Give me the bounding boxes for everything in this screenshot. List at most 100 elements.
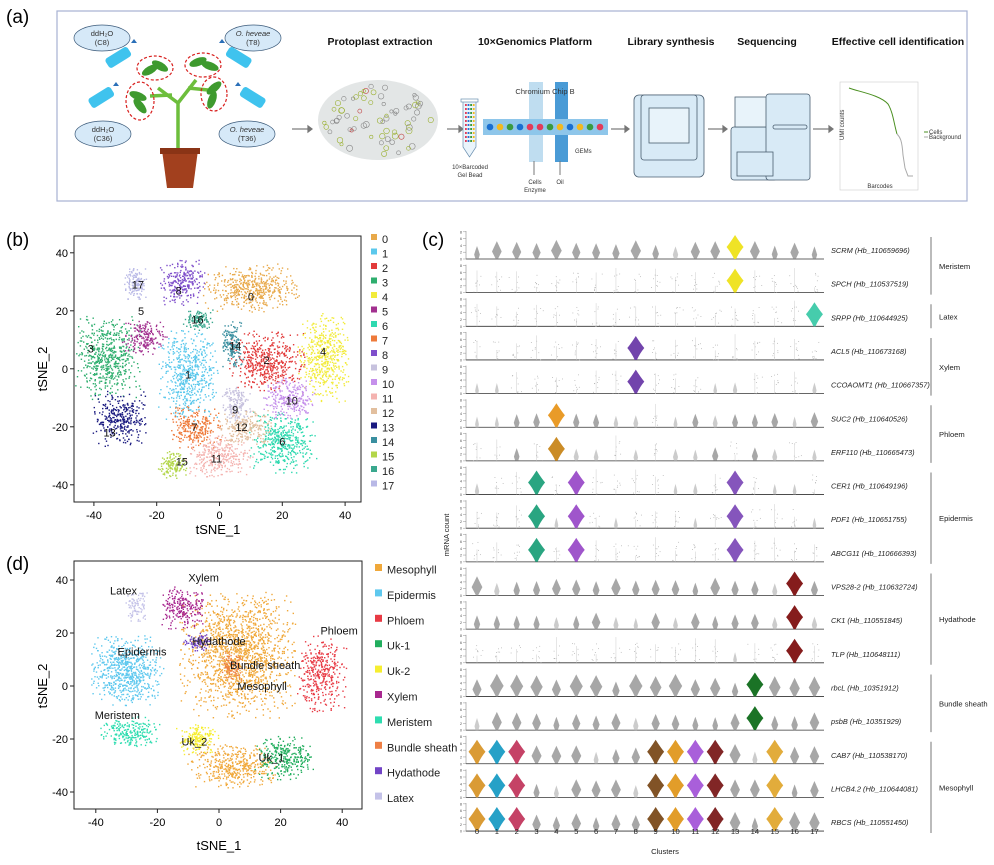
point — [159, 392, 161, 395]
point — [332, 369, 334, 372]
point — [262, 289, 264, 291]
point — [113, 412, 115, 414]
point — [231, 278, 234, 281]
point — [309, 380, 311, 382]
point — [269, 363, 271, 365]
point — [284, 371, 286, 373]
point — [204, 302, 207, 304]
point — [136, 409, 138, 412]
point — [114, 362, 116, 364]
point — [196, 411, 198, 414]
point — [287, 403, 290, 406]
point — [258, 284, 260, 286]
point — [269, 365, 271, 367]
point — [268, 296, 271, 299]
point — [339, 341, 342, 343]
point — [281, 442, 284, 445]
point — [276, 356, 278, 358]
point — [264, 426, 266, 428]
point — [282, 459, 284, 461]
point — [190, 357, 193, 359]
point — [196, 352, 198, 354]
point — [285, 361, 287, 363]
point — [214, 298, 216, 300]
protoplast-cell — [412, 93, 417, 98]
point — [261, 458, 263, 461]
point — [234, 284, 236, 286]
point — [274, 433, 276, 436]
point — [221, 274, 224, 277]
point — [139, 328, 141, 330]
point — [330, 367, 333, 369]
point — [296, 351, 299, 353]
bead — [467, 108, 470, 110]
point — [81, 354, 83, 356]
point — [291, 379, 293, 381]
point — [190, 432, 192, 435]
point — [260, 447, 262, 449]
point — [278, 295, 280, 297]
point — [184, 344, 186, 346]
point — [299, 352, 301, 354]
point — [252, 365, 254, 367]
point — [301, 345, 303, 348]
point — [250, 347, 252, 350]
point — [168, 356, 170, 358]
point — [246, 284, 248, 287]
point — [321, 371, 324, 373]
point — [225, 460, 228, 462]
point — [177, 279, 180, 281]
point — [189, 472, 191, 475]
point — [239, 430, 241, 432]
point — [194, 281, 196, 283]
point — [110, 359, 113, 362]
point — [131, 357, 134, 359]
point — [267, 365, 269, 367]
point — [227, 406, 229, 409]
point — [216, 450, 218, 452]
point — [266, 372, 269, 375]
point — [166, 336, 168, 338]
point — [94, 363, 96, 365]
point — [102, 334, 104, 336]
point — [200, 461, 203, 464]
point — [187, 277, 189, 280]
point — [249, 423, 251, 426]
point — [299, 368, 302, 371]
point — [183, 368, 186, 370]
point — [271, 357, 274, 359]
point — [293, 351, 295, 353]
point — [256, 420, 259, 422]
point — [253, 439, 256, 441]
point — [199, 429, 201, 431]
point — [211, 447, 213, 449]
point — [213, 457, 216, 460]
point — [249, 466, 251, 468]
point — [247, 285, 249, 288]
point — [145, 331, 147, 333]
point — [157, 330, 159, 333]
point — [268, 390, 270, 392]
point — [207, 286, 209, 288]
point — [194, 384, 197, 386]
point — [240, 409, 242, 411]
point — [301, 395, 303, 397]
point — [260, 351, 263, 353]
point — [168, 352, 171, 355]
point — [232, 433, 235, 436]
point — [120, 423, 122, 426]
point — [240, 403, 243, 406]
point — [238, 274, 240, 276]
point — [259, 297, 262, 299]
point — [152, 342, 154, 344]
point — [328, 330, 330, 332]
point — [246, 363, 248, 365]
point — [266, 379, 269, 382]
point — [143, 345, 145, 348]
point — [294, 421, 296, 424]
point — [311, 453, 313, 455]
point — [106, 349, 108, 352]
protoplast-cell — [327, 129, 333, 135]
point — [107, 359, 109, 361]
point — [271, 458, 274, 460]
